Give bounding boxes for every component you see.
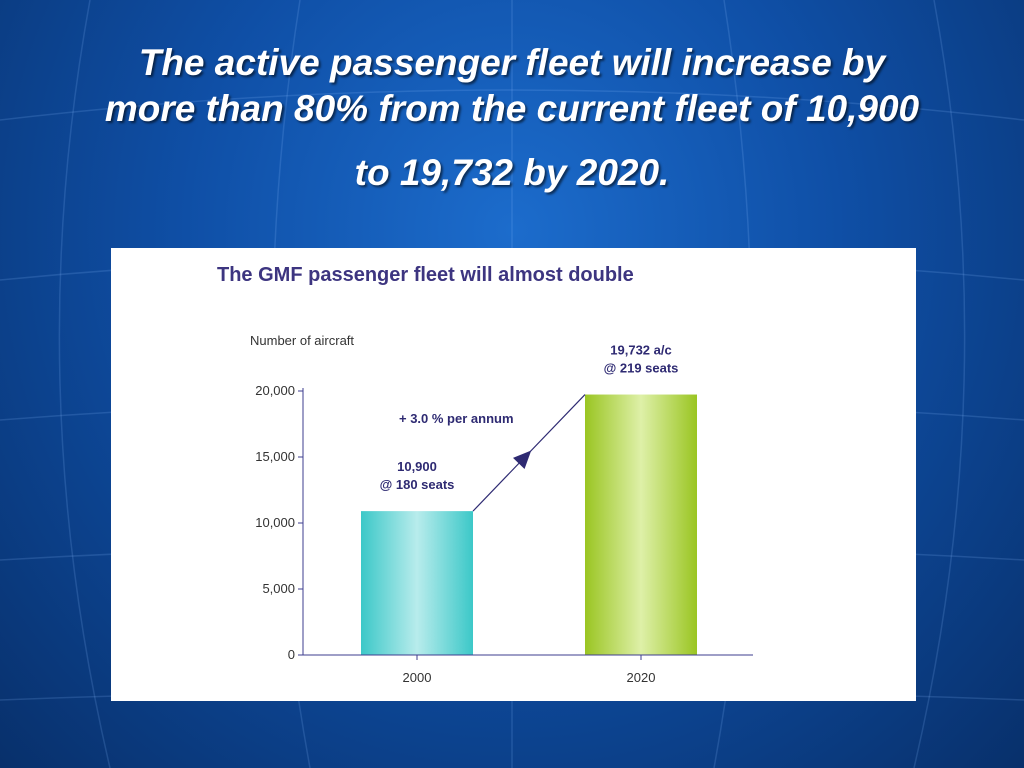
bar-data-label: @ 219 seats [604, 361, 679, 376]
y-tick-label: 5,000 [262, 581, 295, 596]
chart-panel: The GMF passenger fleet will almost doub… [111, 248, 916, 701]
growth-arrowhead [513, 450, 532, 470]
y-tick-label: 15,000 [255, 449, 295, 464]
y-tick-label: 20,000 [255, 383, 295, 398]
y-axis-label: Number of aircraft [250, 333, 354, 348]
slide-title-line-1: The active passenger fleet will increase… [138, 42, 886, 83]
bar-2020 [585, 394, 697, 655]
bar-data-label: 10,900 [397, 459, 437, 474]
x-tick-label: 2000 [403, 670, 432, 685]
slide-title-line-3: to 19,732 by 2020. [354, 152, 670, 193]
y-tick-label: 10,000 [255, 515, 295, 530]
bar-data-label: @ 180 seats [380, 477, 455, 492]
slide-title: The active passenger fleet will increase… [40, 40, 984, 196]
growth-annotation: + 3.0 % per annum [399, 411, 514, 426]
chart-title: The GMF passenger fleet will almost doub… [217, 264, 634, 286]
fleet-bar-chart: The GMF passenger fleet will almost doub… [217, 264, 753, 685]
x-tick-label: 2020 [627, 670, 656, 685]
bar-data-label: 19,732 a/c [610, 343, 671, 358]
bar-2000 [361, 511, 473, 655]
slide-title-line-2: more than 80% from the current fleet of … [104, 88, 920, 129]
y-tick-label: 0 [288, 647, 295, 662]
